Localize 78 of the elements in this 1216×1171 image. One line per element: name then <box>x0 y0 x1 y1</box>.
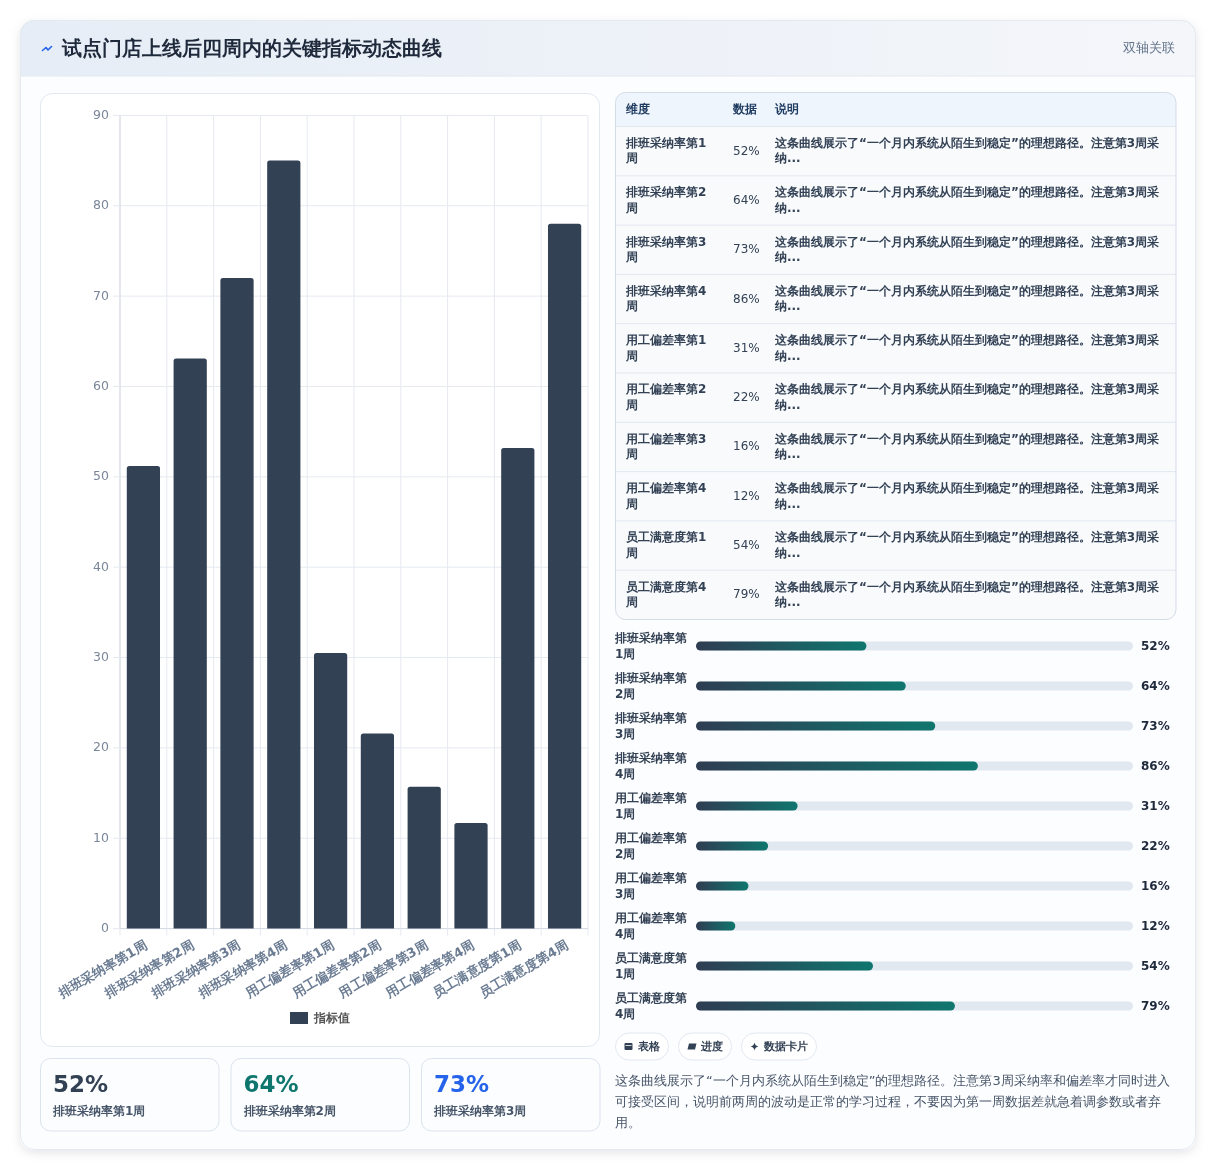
data-label: 64% <box>1141 678 1170 693</box>
bar <box>173 358 207 929</box>
data-label: 12% <box>1141 918 1170 933</box>
text: 这条曲线展示了“一个月内系统从陌生到稳定”的理想路径。注意第3周采纳... <box>774 530 1160 560</box>
text: 31% <box>733 340 760 355</box>
bar <box>454 822 488 929</box>
y-tick-label: 80 <box>93 197 110 213</box>
bar <box>313 653 348 929</box>
chart-title: 试点门店上线后四周内的关键指标动态曲线 <box>61 36 442 60</box>
y-tick-label: 用工偏差率第2周 <box>614 830 687 861</box>
y-tick-label: 排班采纳率第3周 <box>614 710 687 741</box>
y-tick-label: 30 <box>93 649 110 665</box>
text: 52% <box>733 143 760 158</box>
bar <box>696 921 736 931</box>
y-tick-label: 40 <box>93 558 110 574</box>
y-tick-label: 排班采纳率第1周 <box>614 630 687 661</box>
data-label: 79% <box>1141 998 1170 1013</box>
category-label: 进度 <box>699 1039 723 1053</box>
category-label: 数据 <box>732 102 757 116</box>
y-tick-label: 70 <box>93 287 110 303</box>
data-label: 22% <box>1141 838 1170 853</box>
data-label: 86% <box>1141 758 1170 773</box>
text: 这条曲线展示了“一个月内系统从陌生到稳定”的理想路径。注意第3周采纳... <box>774 283 1160 314</box>
text: 73% <box>434 1071 490 1097</box>
text: 双轴关联 <box>1123 39 1175 55</box>
text: 这条曲线展示了“一个月内系统从陌生到稳定”的理想路径。注意第3周采纳... <box>774 135 1160 166</box>
text: 这条曲线展示了“一个月内系统从陌生到稳定”的理想路径。注意第3周采纳... <box>774 382 1160 412</box>
y-tick-label: 员工满意度第4周 <box>615 990 687 1021</box>
data-label: 54% <box>1141 958 1170 973</box>
category-label: 排班采纳率第3周 <box>433 1104 527 1118</box>
text: 16% <box>733 439 760 454</box>
data-label: 52% <box>1141 638 1170 653</box>
text: 64% <box>243 1071 299 1097</box>
data-label: 31% <box>1141 798 1170 813</box>
category-label: 表格 <box>636 1039 661 1053</box>
legend-label: 指标值 <box>313 1010 350 1025</box>
text: 79% <box>733 587 760 602</box>
text: 这条曲线展示了“一个月内系统从陌生到稳定”的理想路径。注意第3周采纳... <box>774 481 1160 511</box>
data-label: 16% <box>1141 878 1170 893</box>
category-label: 说明 <box>774 102 799 116</box>
y-tick-label: 0 <box>101 920 110 936</box>
bar <box>267 160 301 929</box>
category-label: 数据卡片 <box>762 1039 808 1053</box>
text: 12% <box>733 488 760 503</box>
y-tick-label: 50 <box>93 468 110 484</box>
bar <box>696 881 749 891</box>
bar <box>220 278 254 929</box>
bar <box>696 801 798 811</box>
data-label: 73% <box>1141 718 1170 733</box>
bar <box>407 786 441 929</box>
bar <box>501 447 535 929</box>
y-tick-label: 排班采纳率第2周 <box>614 670 687 701</box>
text: 这条曲线展示了“一个月内系统从陌生到稳定”的理想路径。注意第3周采纳... <box>774 579 1160 610</box>
category-label: 排班采纳率第2周 <box>242 1104 336 1118</box>
y-tick-label: 90 <box>93 106 110 122</box>
text: 这条曲线展示了“一个月内系统从陌生到稳定”的理想路径。注意第3周采纳... <box>774 431 1160 462</box>
bar <box>547 223 582 929</box>
text: 这条曲线展示了“一个月内系统从陌生到稳定”的理想路径。注意第3周采纳... <box>774 234 1160 264</box>
y-tick-label: 20 <box>93 739 110 755</box>
bar <box>360 733 395 929</box>
bar <box>696 841 769 851</box>
text: 22% <box>733 390 760 405</box>
y-tick-label: 用工偏差率第4周 <box>614 910 687 941</box>
text: 73% <box>733 242 760 257</box>
y-tick-label: 排班采纳率第4周 <box>614 750 687 781</box>
y-tick-label: 用工偏差率第3周 <box>614 870 687 901</box>
text: 64% <box>733 192 760 207</box>
text: 86% <box>733 291 760 306</box>
y-tick-label: 10 <box>93 829 110 845</box>
text: 这条曲线展示了“一个月内系统从陌生到稳定”的理想路径。注意第3周采纳... <box>774 185 1160 215</box>
y-tick-label: 用工偏差率第1周 <box>614 790 687 821</box>
text: 这条曲线展示了“一个月内系统从陌生到稳定”的理想路径。注意第3周采纳... <box>774 333 1160 363</box>
text: 这条曲线展示了“一个月内系统从陌生到稳定”的理想路径。注意第3周采纳率和偏差率才同时进入可接受区间，说明前两周的波动是正常的学习过程，不要因为第一周数据差就急着调参数或者弃用。 <box>615 1072 1170 1130</box>
category-label: 维度 <box>625 102 650 116</box>
text: 54% <box>733 538 760 553</box>
bar <box>126 465 161 929</box>
text: 52% <box>53 1071 109 1097</box>
y-tick-label: 60 <box>93 377 110 393</box>
